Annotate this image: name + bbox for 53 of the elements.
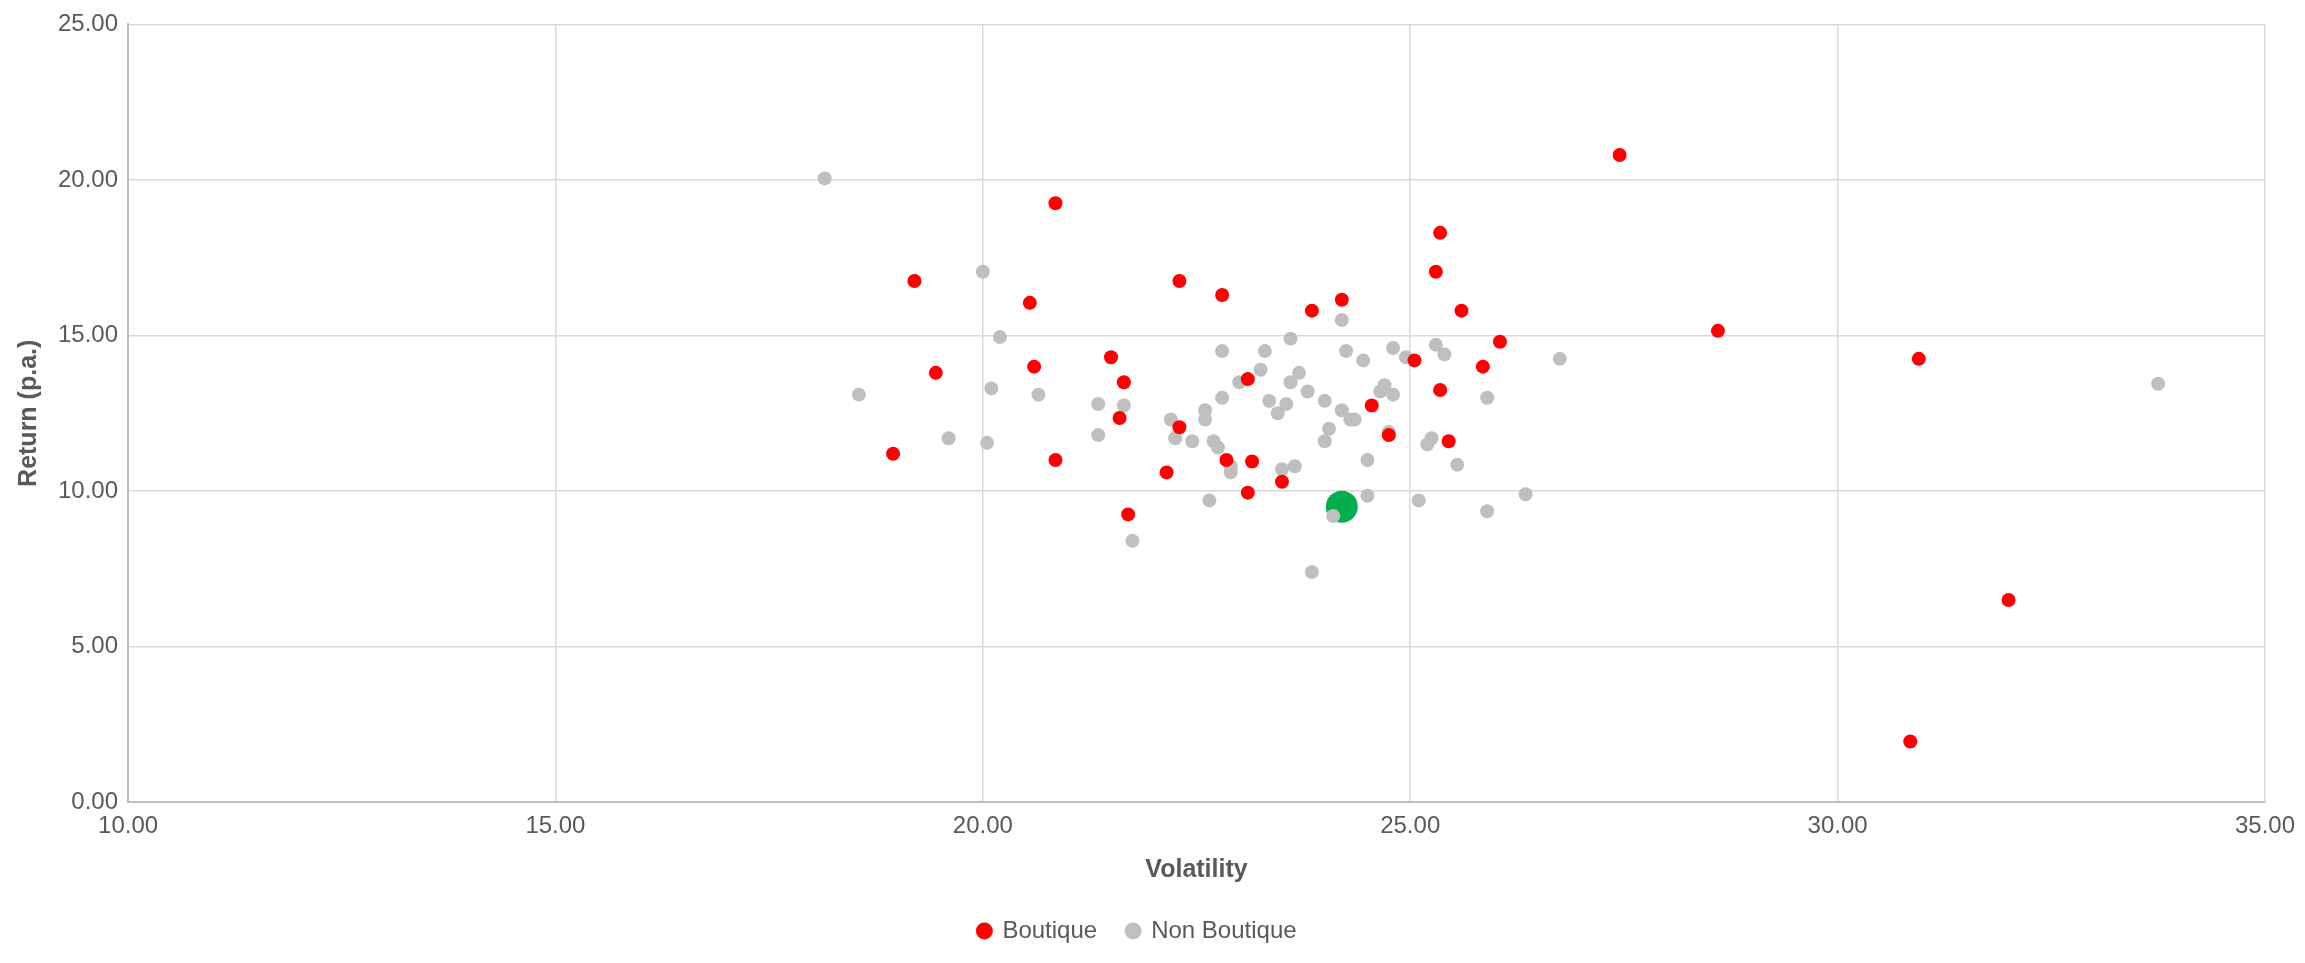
- point: [1911, 351, 1926, 366]
- point: [1492, 334, 1507, 349]
- x-tick-label: 30.00: [1807, 811, 1868, 839]
- point: [886, 446, 901, 461]
- point: [2001, 592, 2016, 607]
- point: [1215, 288, 1230, 303]
- x-axis-title: Volatility: [1145, 853, 1248, 882]
- point: [1612, 148, 1627, 163]
- y-axis-title: Return (p.a.): [12, 339, 41, 487]
- point: [1364, 398, 1379, 413]
- x-tick-label: 20.00: [952, 811, 1013, 839]
- point: [1219, 452, 1234, 467]
- legend-label: Non Boutique: [1151, 915, 1297, 943]
- point: [1454, 303, 1469, 318]
- x-tick-label: 25.00: [1380, 811, 1441, 839]
- point: [1381, 428, 1396, 443]
- point: [1433, 225, 1448, 240]
- point: [1428, 264, 1443, 279]
- point: [928, 365, 943, 380]
- point: [1116, 375, 1131, 390]
- point: [1304, 303, 1319, 318]
- point: [1112, 410, 1127, 425]
- point: [1433, 382, 1448, 397]
- x-tick-label: 10.00: [98, 811, 159, 839]
- point: [1104, 350, 1119, 365]
- point: [1022, 295, 1037, 310]
- point: [1245, 454, 1260, 469]
- point: [1475, 359, 1490, 374]
- point: [1159, 465, 1174, 480]
- point: [1121, 507, 1136, 522]
- y-tick-label: 5.00: [71, 631, 119, 659]
- point: [1172, 274, 1187, 289]
- point: [1710, 323, 1725, 338]
- y-tick-label: 20.00: [58, 164, 119, 192]
- y-tick-label: 10.00: [58, 475, 119, 503]
- point: [1407, 353, 1422, 368]
- point: [1172, 420, 1187, 435]
- x-tick-label: 35.00: [2234, 811, 2295, 839]
- point: [1240, 485, 1255, 500]
- point: [1048, 196, 1063, 211]
- point: [907, 274, 922, 289]
- point: [1048, 452, 1063, 467]
- point: [1903, 734, 1918, 749]
- y-tick-label: 15.00: [58, 320, 119, 348]
- point: [1441, 434, 1456, 449]
- y-tick-label: 0.00: [71, 786, 119, 814]
- legend-label: Boutique: [1002, 915, 1098, 943]
- point: [1274, 474, 1289, 489]
- point: [1027, 359, 1042, 374]
- x-tick-label: 15.00: [525, 811, 586, 839]
- point: [1240, 372, 1255, 387]
- point: [1334, 292, 1349, 307]
- y-tick-label: 25.00: [58, 9, 119, 37]
